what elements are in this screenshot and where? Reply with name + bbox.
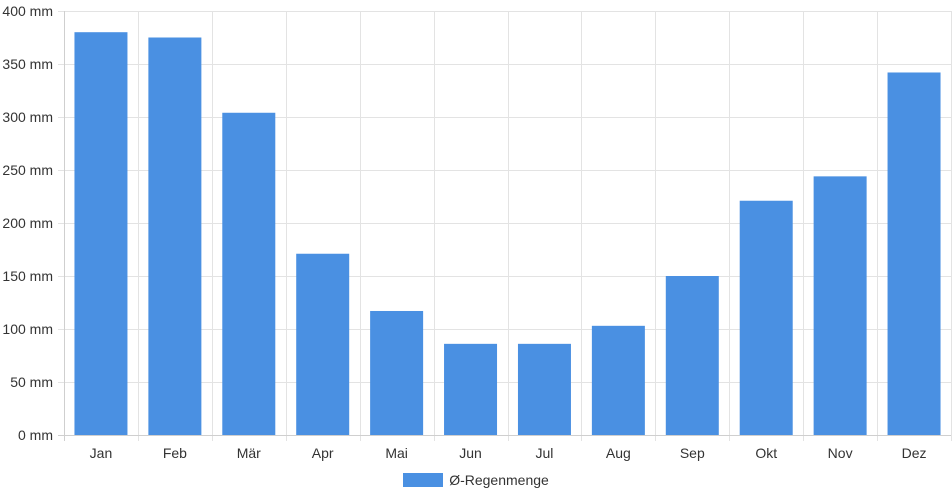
x-tick-label: Mär: [237, 445, 261, 461]
bar-mai: [370, 310, 424, 435]
bar-feb: [148, 37, 202, 435]
y-tick-label: 150 mm: [2, 268, 53, 284]
x-tick-label: Sep: [680, 445, 705, 461]
x-tick-label: Dez: [902, 445, 927, 461]
bar-apr: [296, 253, 350, 435]
bar-aug: [591, 325, 645, 435]
legend: Ø-Regenmenge: [0, 472, 952, 488]
legend-swatch: [403, 473, 444, 487]
bar-sep: [665, 276, 719, 435]
x-tick-label: Jul: [536, 445, 554, 461]
legend-label: Ø-Regenmenge: [449, 472, 549, 488]
x-tick-label: Jan: [90, 445, 113, 461]
y-tick-label: 200 mm: [2, 215, 53, 231]
x-tick-label: Nov: [828, 445, 853, 461]
y-tick-label: 350 mm: [2, 56, 53, 72]
bar-jan: [74, 32, 128, 435]
x-tick-label: Mai: [385, 445, 408, 461]
y-tick-label: 400 mm: [2, 3, 53, 19]
bar-jul: [517, 343, 571, 435]
y-tick-label: 300 mm: [2, 109, 53, 125]
y-tick-label: 0 mm: [18, 427, 53, 443]
bar-mär: [222, 112, 276, 435]
bar-jun: [444, 343, 498, 435]
x-tick-label: Feb: [163, 445, 187, 461]
x-tick-label: Okt: [755, 445, 777, 461]
y-tick-label: 50 mm: [10, 374, 53, 390]
bar-dez: [887, 72, 941, 435]
y-tick-label: 250 mm: [2, 162, 53, 178]
bar-nov: [813, 176, 867, 436]
y-tick-label: 100 mm: [2, 321, 53, 337]
x-tick-label: Aug: [606, 445, 631, 461]
bar-okt: [739, 200, 793, 435]
x-tick-label: Jun: [459, 445, 482, 461]
x-tick-label: Apr: [312, 445, 334, 461]
